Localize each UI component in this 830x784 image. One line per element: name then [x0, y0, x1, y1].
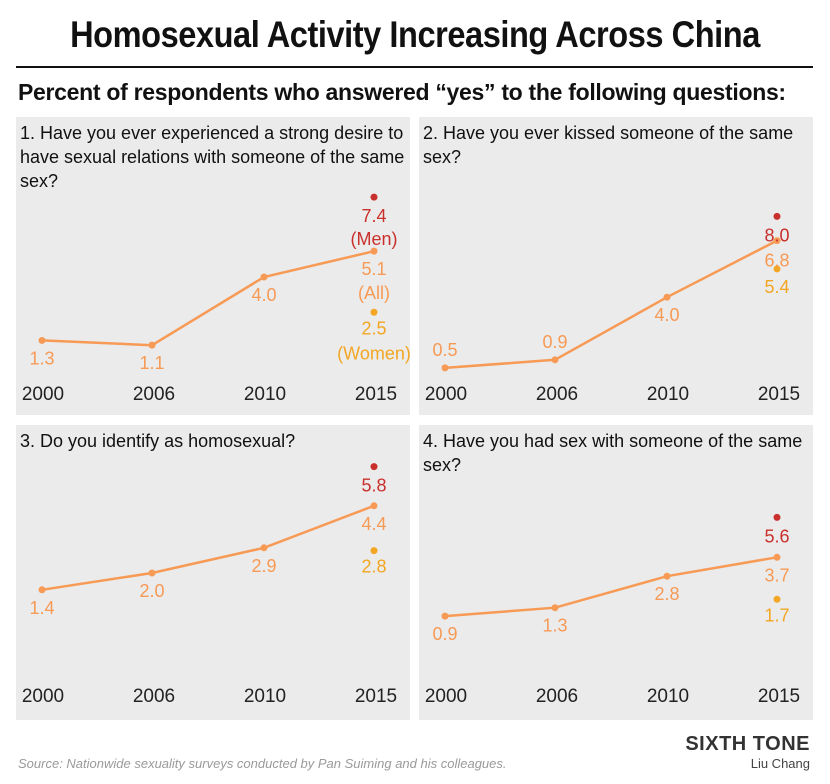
data-point-all: [663, 293, 671, 301]
data-point-men: [773, 212, 781, 220]
x-tick-label: 2006: [536, 686, 578, 707]
data-label-all: 0.5: [432, 340, 457, 360]
series-label-all: (All): [358, 283, 390, 303]
data-label-all: 2.8: [654, 584, 679, 604]
data-point-all: [260, 544, 268, 552]
panel-question: 3. Do you identify as homosexual?: [20, 431, 296, 451]
panel-kissed: 2. Have you ever kissed someone of the s…: [419, 117, 813, 415]
data-label-all: 4.0: [654, 305, 679, 325]
title-divider: [16, 66, 813, 68]
data-label-all: 0.9: [432, 624, 457, 644]
data-label-women: 5.4: [764, 277, 789, 297]
x-tick-label: 2000: [425, 384, 467, 405]
data-point-women: [773, 265, 781, 273]
series-line-all: [41, 249, 375, 347]
x-tick-label: 2015: [355, 384, 397, 405]
panel-desire: 1. Have you ever experienced a strong de…: [16, 117, 411, 415]
data-label-men: 8.0: [764, 225, 789, 245]
data-label-all: 2.9: [251, 556, 276, 576]
data-label-all: 1.4: [29, 598, 54, 618]
x-tick-label: 2000: [22, 686, 64, 707]
panel-chart-svg: 1.3 1.1 4.0 5.1 7.4 2.5 (Men) (All) (Women) 2000 2…: [22, 193, 411, 405]
x-tick-label: 2006: [536, 384, 578, 405]
x-tick-label: 2015: [758, 384, 800, 405]
data-point-all: [551, 356, 559, 364]
data-point-all: [38, 586, 46, 594]
x-tick-label: 2010: [647, 686, 689, 707]
data-point-all: [148, 569, 156, 577]
data-point-all: [370, 502, 378, 510]
data-label-men: 5.6: [764, 526, 789, 546]
source-note: Source: Nationwide sexuality surveys con…: [18, 756, 507, 771]
data-point-men: [370, 463, 378, 471]
series-label-women: (Women): [337, 343, 411, 363]
panel-chart-svg: 1.4 2.0 2.9 4.4 5.8 2.8 2000 2006 2010 2015: [22, 463, 397, 707]
panel-question: 1. Have you ever experienced a strong de…: [20, 123, 405, 191]
x-tick-label: 2006: [133, 384, 175, 405]
data-label-all: 0.9: [542, 332, 567, 352]
data-point-women: [370, 308, 378, 316]
data-point-all: [148, 341, 156, 349]
x-tick-label: 2015: [758, 686, 800, 707]
series-line-all: [41, 504, 375, 592]
data-label-women: 2.8: [361, 557, 386, 577]
brand-logo: SIXTH TONE: [685, 733, 810, 755]
series-line-all: [444, 556, 778, 618]
data-point-women: [773, 595, 781, 603]
data-point-men: [773, 513, 781, 521]
chart-title: Homosexual Activity Increasing Across Ch…: [70, 14, 760, 55]
series-line-all: [444, 239, 778, 370]
series-label-men: (Men): [350, 229, 397, 249]
data-point-all: [773, 553, 781, 561]
panel-question: 2. Have you ever kissed someone of the s…: [423, 123, 794, 167]
x-tick-label: 2010: [647, 384, 689, 405]
data-point-men: [370, 193, 378, 201]
data-point-women: [370, 547, 378, 555]
panel-chart-svg: 0.9 1.3 2.8 3.7 5.6 1.7 2000 2006 2010 2015: [425, 513, 800, 707]
x-tick-label: 2000: [425, 686, 467, 707]
panel-question: 4. Have you had sex with someone of the …: [423, 431, 803, 475]
x-tick-label: 2006: [133, 686, 175, 707]
data-label-men: 5.8: [361, 476, 386, 496]
panel-identify: 3. Do you identify as homosexual? 1.4 2.0…: [16, 425, 410, 720]
panel-chart-svg: 0.5 0.9 4.0 6.8 8.0 5.4 2000 2006 2010 2015: [425, 212, 800, 405]
data-label-men: 7.4: [361, 206, 386, 226]
x-tick-label: 2015: [355, 686, 397, 707]
x-tick-label: 2010: [244, 686, 286, 707]
data-point-all: [551, 604, 559, 612]
data-label-all: 4.0: [251, 285, 276, 305]
x-tick-label: 2010: [244, 384, 286, 405]
data-label-women: 2.5: [361, 318, 386, 338]
chart-subtitle: Percent of respondents who answered “yes…: [18, 79, 786, 105]
data-point-all: [773, 237, 781, 245]
data-point-all: [370, 247, 378, 255]
data-point-all: [260, 273, 268, 281]
data-point-all: [441, 364, 449, 372]
data-label-all: 6.8: [764, 251, 789, 271]
data-label-all: 1.3: [542, 616, 567, 636]
data-point-all: [441, 612, 449, 620]
data-label-all: 1.1: [139, 353, 164, 373]
data-point-all: [38, 336, 46, 344]
data-point-all: [663, 572, 671, 580]
data-label-all: 1.3: [29, 348, 54, 368]
panel-had-sex: 4. Have you had sex with someone of the …: [419, 425, 813, 720]
data-label-all: 2.0: [139, 581, 164, 601]
data-label-all: 3.7: [764, 565, 789, 585]
data-label-women: 1.7: [764, 605, 789, 625]
author-byline: Liu Chang: [750, 756, 810, 771]
x-tick-label: 2000: [22, 384, 64, 405]
data-label-all: 5.1: [361, 259, 386, 279]
data-label-all: 4.4: [361, 514, 386, 534]
